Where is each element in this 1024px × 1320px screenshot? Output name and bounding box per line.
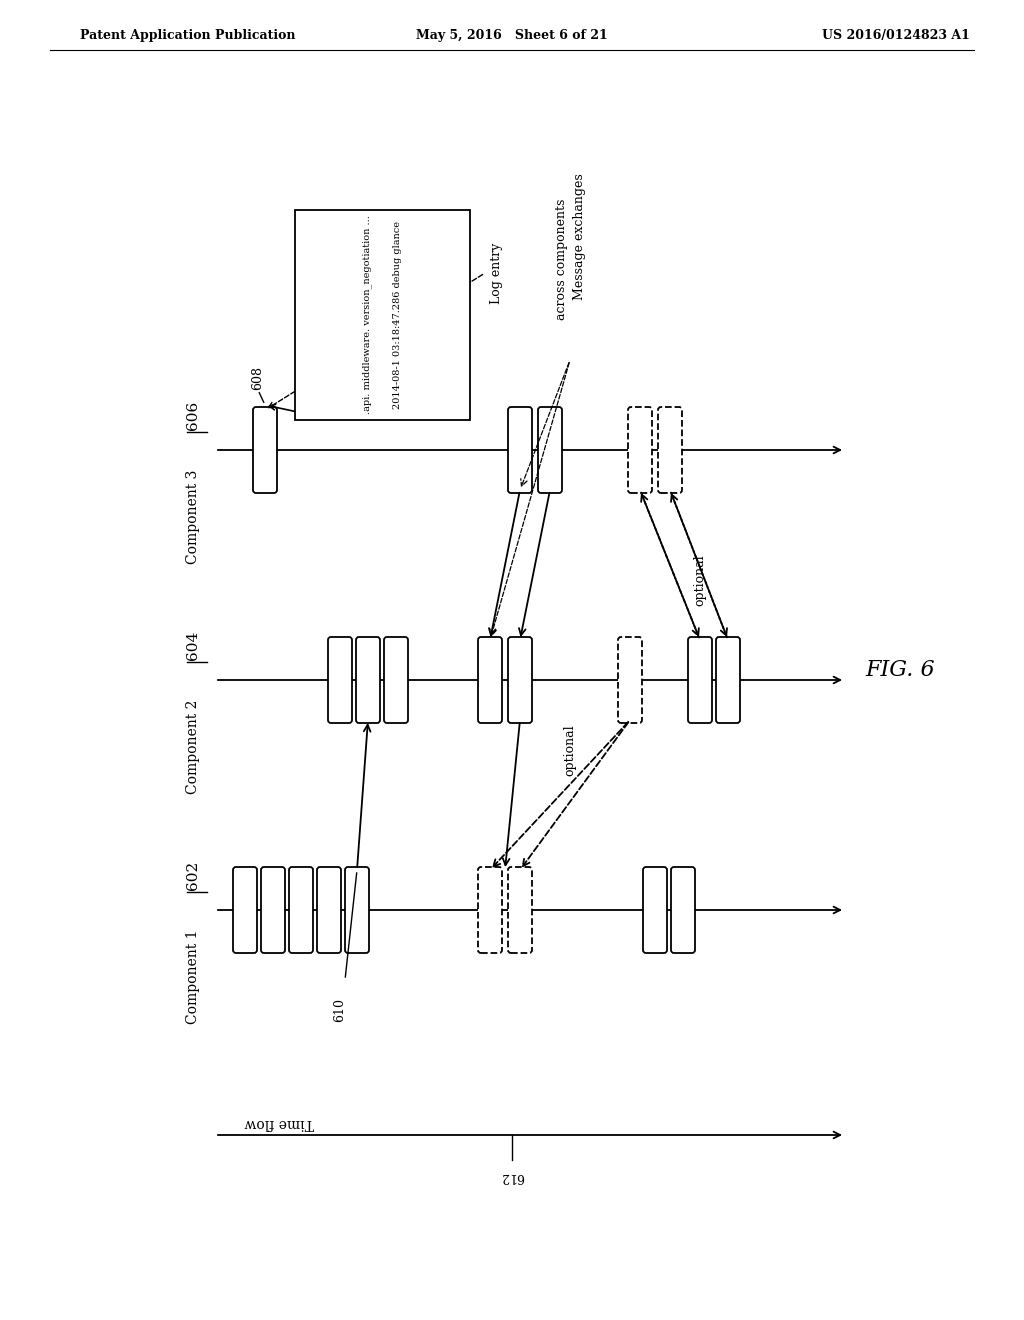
Text: 612: 612 [500, 1170, 524, 1183]
FancyBboxPatch shape [508, 638, 532, 723]
Bar [295, 210, 470, 420]
Text: US 2016/0124823 A1: US 2016/0124823 A1 [822, 29, 970, 41]
FancyBboxPatch shape [643, 867, 667, 953]
FancyBboxPatch shape [328, 638, 352, 723]
FancyBboxPatch shape [384, 638, 408, 723]
FancyBboxPatch shape [478, 638, 502, 723]
FancyBboxPatch shape [628, 407, 652, 492]
Text: Component 1: Component 1 [186, 931, 200, 1024]
Text: 610: 610 [334, 998, 346, 1022]
Text: FIG. 6: FIG. 6 [865, 659, 935, 681]
Text: Patent Application Publication: Patent Application Publication [80, 29, 296, 41]
Text: 604: 604 [186, 631, 200, 660]
FancyBboxPatch shape [658, 407, 682, 492]
FancyBboxPatch shape [716, 638, 740, 723]
Text: Log entry: Log entry [490, 243, 503, 304]
Text: Message exchanges: Message exchanges [573, 173, 587, 300]
FancyBboxPatch shape [261, 867, 285, 953]
FancyBboxPatch shape [317, 867, 341, 953]
FancyBboxPatch shape [688, 638, 712, 723]
Text: 2014-08-1 03:18:47.286 debug glance: 2014-08-1 03:18:47.286 debug glance [393, 220, 402, 409]
FancyBboxPatch shape [289, 867, 313, 953]
FancyBboxPatch shape [671, 867, 695, 953]
FancyBboxPatch shape [356, 638, 380, 723]
Text: 606: 606 [186, 401, 200, 430]
FancyBboxPatch shape [253, 407, 278, 492]
Text: optional: optional [693, 554, 707, 606]
Text: Time flow: Time flow [245, 1115, 314, 1130]
Text: Component 2: Component 2 [186, 700, 200, 795]
FancyBboxPatch shape [233, 867, 257, 953]
Text: across components: across components [555, 198, 568, 319]
FancyBboxPatch shape [345, 867, 369, 953]
FancyBboxPatch shape [478, 867, 502, 953]
Text: Component 3: Component 3 [186, 470, 200, 565]
Text: optional: optional [563, 725, 577, 776]
Text: .api. middleware. version_negotiation ...: .api. middleware. version_negotiation ..… [362, 215, 373, 414]
Text: 602: 602 [186, 861, 200, 890]
FancyBboxPatch shape [618, 638, 642, 723]
Text: May 5, 2016   Sheet 6 of 21: May 5, 2016 Sheet 6 of 21 [416, 29, 608, 41]
FancyBboxPatch shape [508, 867, 532, 953]
FancyBboxPatch shape [508, 407, 532, 492]
Text: 608: 608 [252, 366, 264, 389]
FancyBboxPatch shape [538, 407, 562, 492]
